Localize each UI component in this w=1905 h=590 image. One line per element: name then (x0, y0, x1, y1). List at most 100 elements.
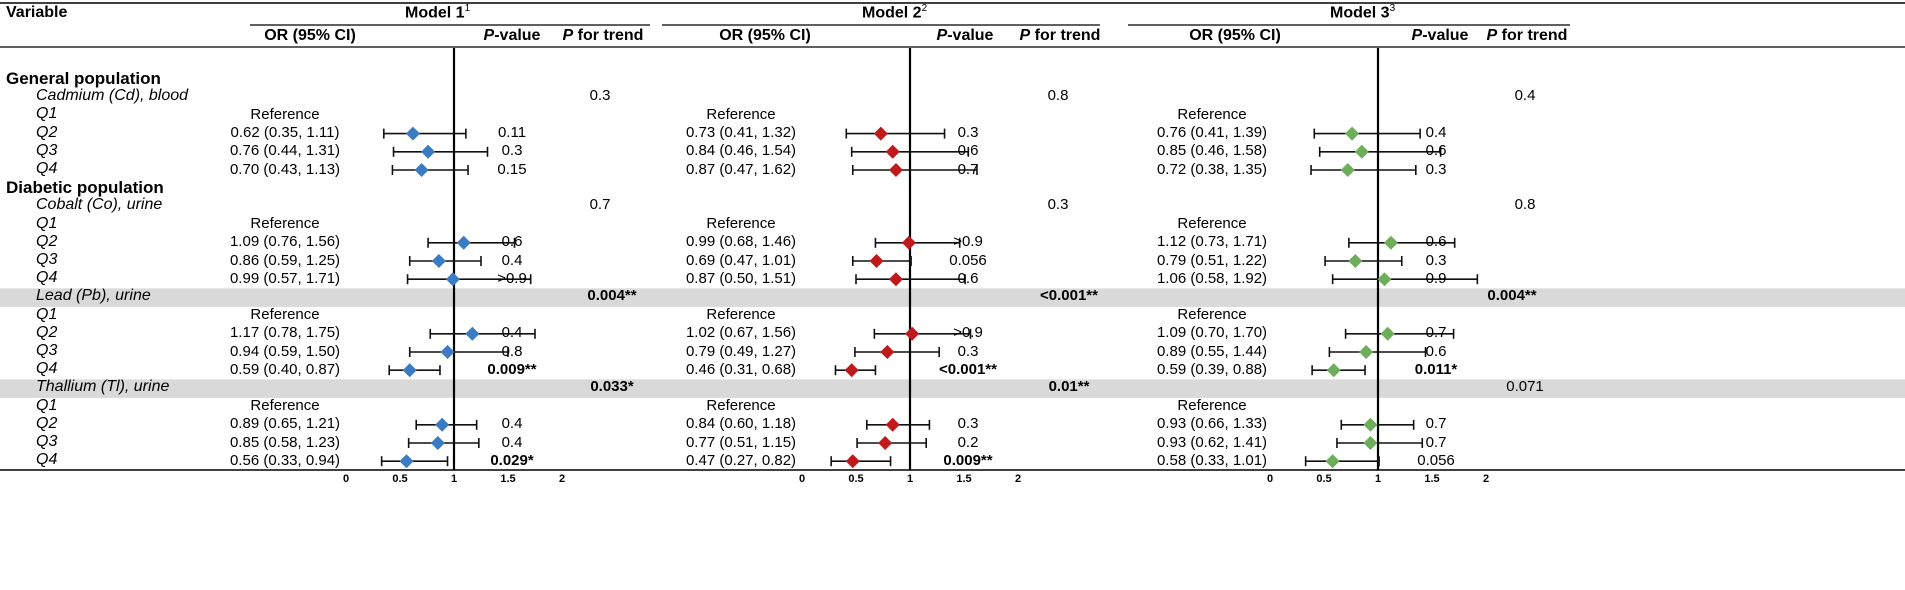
ci-mark-model-1 (429, 326, 536, 341)
trend-rest: for trend (573, 27, 644, 44)
p-for-trend-header: P for trend (1487, 28, 1568, 44)
p-value: >0.9 (953, 233, 983, 251)
or-ci-value: 1.06 (0.58, 1.92) (1156, 269, 1268, 287)
ci-mark-model-3 (1324, 254, 1403, 268)
highlight-band (0, 288, 1905, 307)
ci-mark-model-3 (1336, 436, 1424, 450)
or-ci-value: 0.79 (0.49, 1.27) (685, 342, 797, 360)
or-point-model-2 (869, 254, 884, 268)
ci-mark-model-1 (427, 235, 516, 250)
quartile-label: Q3 (36, 251, 58, 268)
or-point-model-3 (1377, 272, 1392, 287)
ci-mark-model-3 (1340, 417, 1415, 432)
ci-mark-model-2 (851, 163, 978, 177)
or-ci-value: 1.12 (0.73, 1.71) (1156, 233, 1268, 251)
quartile-label: Q1 (36, 214, 58, 232)
ci-mark-model-2 (854, 345, 940, 359)
or-point-model-3 (1345, 126, 1360, 141)
quartile-label: Q1 (36, 305, 58, 323)
quartile-label: Q2 (36, 232, 58, 250)
or-point-model-1 (402, 363, 417, 378)
or-point-model-3 (1354, 144, 1369, 159)
or-point-model-3 (1363, 436, 1378, 450)
ci-mark-model-2 (856, 436, 928, 450)
ci-mark-model-2 (873, 326, 972, 341)
p-value: 0.4 (501, 415, 523, 433)
x-tick-label: 0 (798, 472, 806, 485)
variable-label: Cadmium (Cd), blood (36, 87, 189, 105)
ci-mark-model-1 (388, 363, 441, 378)
p-for-trend-value: 0.3 (589, 87, 611, 105)
ci-mark-model-1 (380, 454, 449, 469)
or-ci-value: 0.70 (0.43, 1.13) (229, 160, 341, 178)
p-value-header: P-value (937, 28, 994, 44)
p-value: 0.6 (1425, 142, 1447, 160)
or-ci-value: 1.09 (0.76, 1.56) (229, 233, 341, 251)
reference-label: Reference (1177, 397, 1247, 415)
or-ci-value: 0.85 (0.46, 1.58) (1156, 142, 1268, 160)
p-value: 0.3 (957, 415, 979, 433)
p-for-trend-header: P for trend (1020, 28, 1101, 44)
or-point-model-2 (885, 417, 900, 432)
model-3-title: Model 33 (1330, 4, 1395, 21)
model-title-footnote: 2 (921, 3, 928, 14)
highlight-band (0, 379, 1905, 398)
or-point-model-1 (399, 454, 414, 469)
p-for-trend-header: P for trend (563, 28, 644, 44)
or-point-model-1 (414, 163, 429, 177)
p-value: 0.6 (1425, 233, 1447, 251)
or-point-model-2 (878, 436, 893, 450)
p-value: 0.6 (957, 142, 979, 160)
quartile-label: Q2 (36, 414, 58, 432)
ci-mark-model-2 (865, 417, 931, 432)
ci-mark-model-2 (834, 363, 877, 378)
ci-mark-model-2 (850, 144, 970, 159)
or-ci-value: 0.73 (0.41, 1.32) (685, 124, 797, 142)
p-value-header: P-value (1412, 28, 1469, 44)
reference-label: Reference (250, 397, 320, 415)
or-ci-value: 0.47 (0.27, 0.82) (685, 451, 797, 469)
ci-mark-model-1 (415, 417, 478, 432)
ci-mark-model-3 (1344, 326, 1455, 341)
p-for-trend-value: 0.071 (1506, 378, 1544, 396)
or-point-model-1 (435, 417, 450, 432)
model-1-title: Model 11 (405, 4, 470, 21)
ci-mark-model-1 (408, 345, 509, 359)
or-ci-value: 0.72 (0.38, 1.35) (1156, 160, 1268, 178)
ci-mark-model-3 (1318, 144, 1442, 159)
p-value: >0.9 (497, 269, 527, 287)
ci-mark-model-3 (1310, 163, 1417, 177)
or-point-model-2 (885, 144, 900, 159)
p-value: 0.4 (501, 324, 523, 342)
p-value: 0.9 (1425, 269, 1447, 287)
x-tick-label: 0.5 (1316, 472, 1332, 485)
ci-mark-model-3 (1313, 126, 1421, 141)
or-point-model-1 (445, 272, 460, 287)
or-ci-value: 1.02 (0.67, 1.56) (685, 324, 797, 342)
p-value: 0.3 (1425, 160, 1447, 178)
model-title-footnote: 3 (1389, 3, 1396, 14)
or-ci-value: 0.59 (0.40, 0.87) (229, 360, 341, 378)
or-ci-value: 0.58 (0.33, 1.01) (1156, 451, 1268, 469)
trend-italic: P (1019, 27, 1031, 44)
ci-mark-model-3 (1348, 235, 1456, 250)
p-for-trend-value: 0.4 (1514, 87, 1536, 105)
quartile-label: Q4 (36, 269, 58, 287)
or-ci-value: 0.85 (0.58, 1.23) (229, 433, 341, 451)
x-tick-label: 1.5 (500, 472, 516, 485)
x-tick-label: 2 (1482, 472, 1490, 485)
or-point-model-3 (1383, 235, 1398, 250)
or-point-model-1 (440, 345, 455, 359)
or-ci-value: 0.87 (0.50, 1.51) (685, 269, 797, 287)
or-point-model-1 (430, 436, 445, 450)
p-value: 0.7 (957, 160, 979, 178)
p-value: 0.8 (501, 342, 523, 360)
or-ci-header: OR (95% CI) (719, 27, 811, 44)
or-ci-value: 0.62 (0.35, 1.11) (230, 124, 340, 142)
or-point-model-2 (880, 345, 895, 359)
p-value: 0.029* (490, 451, 534, 469)
p-value: 0.2 (957, 433, 979, 451)
ci-mark-model-3 (1328, 345, 1427, 359)
x-tick-label: 0.5 (392, 472, 408, 485)
